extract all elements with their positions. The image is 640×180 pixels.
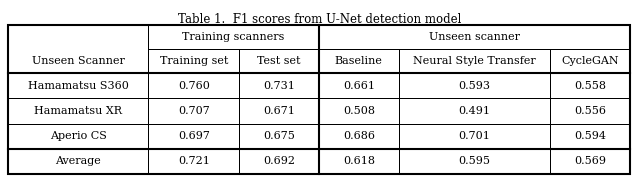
Bar	[239, 149, 319, 174]
Text: Hamamatsu S360: Hamamatsu S360	[28, 81, 129, 91]
Text: 0.760: 0.760	[178, 81, 210, 91]
Bar	[399, 149, 550, 174]
Bar	[550, 49, 630, 73]
Text: 0.661: 0.661	[343, 81, 375, 91]
Bar	[319, 73, 399, 98]
Bar	[8, 98, 148, 124]
Text: CycleGAN: CycleGAN	[561, 56, 619, 66]
Bar	[550, 73, 630, 98]
Text: Training set: Training set	[159, 56, 228, 66]
Bar	[319, 49, 399, 73]
Text: Average: Average	[55, 156, 101, 166]
Text: 0.731: 0.731	[263, 81, 295, 91]
Text: 0.707: 0.707	[178, 106, 210, 116]
Text: 0.692: 0.692	[263, 156, 295, 166]
Bar	[8, 124, 148, 149]
Bar	[399, 49, 550, 73]
Text: 0.556: 0.556	[574, 106, 606, 116]
Bar	[148, 149, 239, 174]
Text: Hamamatsu XR: Hamamatsu XR	[34, 106, 122, 116]
Bar	[148, 25, 319, 49]
Text: 0.593: 0.593	[458, 81, 490, 91]
Bar	[319, 25, 630, 49]
Bar	[399, 98, 550, 124]
Text: 0.508: 0.508	[343, 106, 375, 116]
Bar	[148, 49, 239, 73]
Text: Training scanners: Training scanners	[182, 32, 285, 42]
Bar	[239, 49, 319, 73]
Bar	[148, 124, 239, 149]
Bar	[239, 73, 319, 98]
Bar	[239, 98, 319, 124]
Bar	[550, 98, 630, 124]
Text: 0.671: 0.671	[263, 106, 295, 116]
Bar	[148, 73, 239, 98]
Bar	[239, 124, 319, 149]
Bar	[550, 124, 630, 149]
Bar	[319, 124, 399, 149]
Bar	[399, 124, 550, 149]
Text: Unseen scanner: Unseen scanner	[429, 32, 520, 42]
Text: Table 1.  F1 scores from U-Net detection model: Table 1. F1 scores from U-Net detection …	[179, 13, 461, 26]
Bar	[399, 73, 550, 98]
Text: 0.675: 0.675	[263, 131, 295, 141]
Text: 0.594: 0.594	[574, 131, 606, 141]
Text: 0.701: 0.701	[459, 131, 490, 141]
Bar	[550, 149, 630, 174]
Text: 0.558: 0.558	[574, 81, 606, 91]
Text: 0.618: 0.618	[343, 156, 375, 166]
Bar	[319, 149, 399, 174]
Text: Aperio CS: Aperio CS	[50, 131, 107, 141]
Bar	[8, 25, 148, 73]
Text: 0.721: 0.721	[178, 156, 210, 166]
Text: 0.686: 0.686	[343, 131, 375, 141]
Text: 0.697: 0.697	[178, 131, 210, 141]
Text: 0.569: 0.569	[574, 156, 606, 166]
Bar	[148, 98, 239, 124]
Text: Test set: Test set	[257, 56, 301, 66]
Text: 0.491: 0.491	[458, 106, 490, 116]
Bar	[8, 25, 630, 174]
Bar	[8, 73, 148, 98]
Text: Baseline: Baseline	[335, 56, 383, 66]
Bar	[319, 98, 399, 124]
Bar	[8, 149, 148, 174]
Text: 0.595: 0.595	[458, 156, 490, 166]
Text: Neural Style Transfer: Neural Style Transfer	[413, 56, 536, 66]
Text: Unseen Scanner: Unseen Scanner	[32, 56, 125, 66]
